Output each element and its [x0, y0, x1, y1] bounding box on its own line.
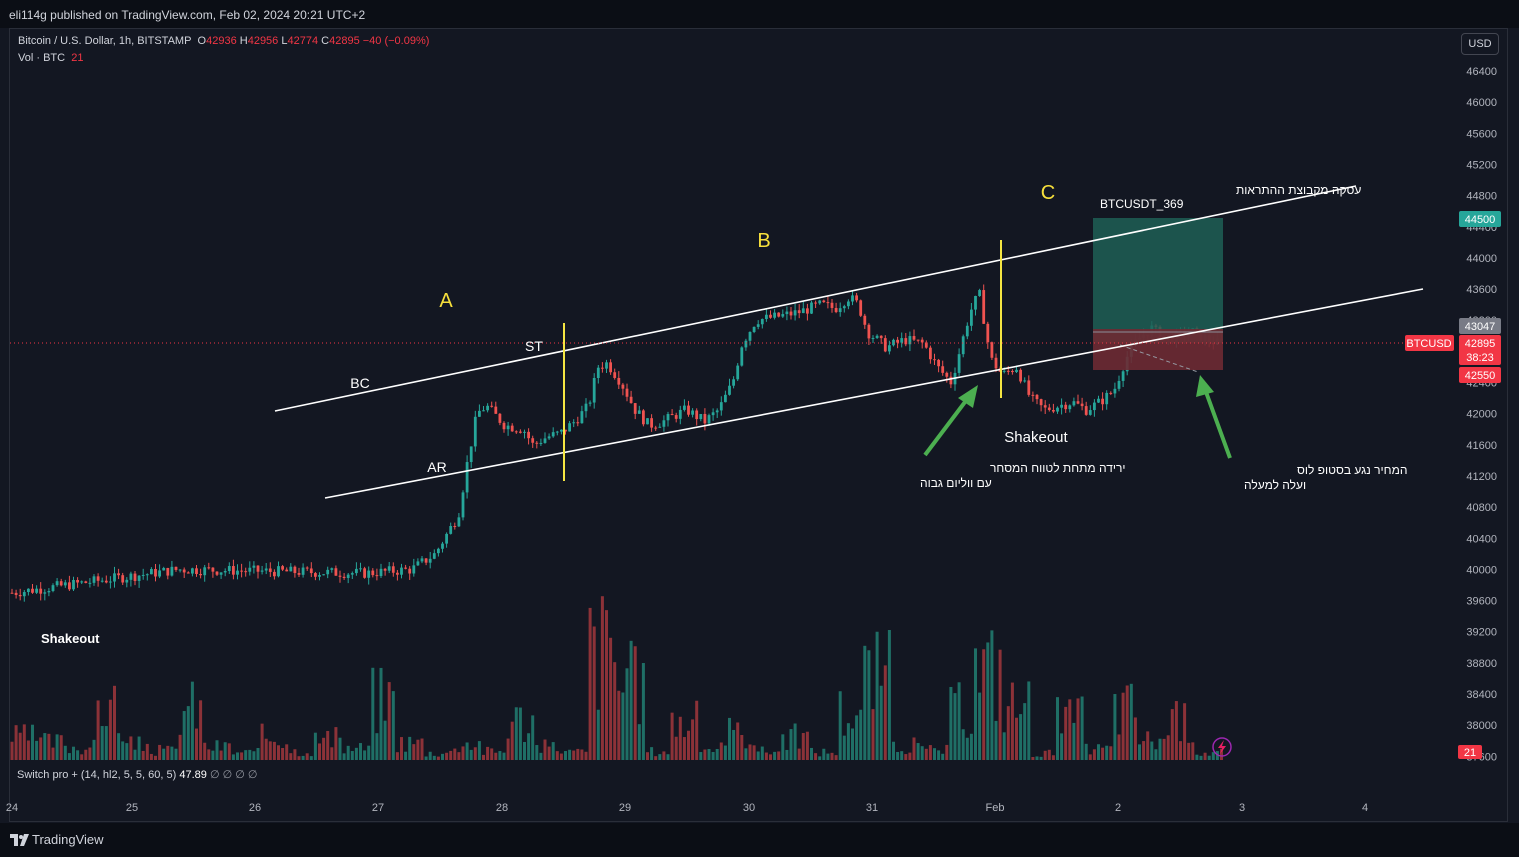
close-value: 42895 [329, 35, 360, 47]
publish-info: eli114g published on TradingView.com, Fe… [9, 8, 366, 22]
low-value: 42774 [287, 35, 319, 47]
low-label: L [281, 35, 288, 47]
open-label: O [197, 35, 207, 47]
chart-frame[interactable] [9, 28, 1508, 822]
volume-legend: Vol · BTC 21 [18, 52, 83, 64]
open-value: 42936 [206, 35, 237, 47]
volume-value: 21 [71, 52, 84, 64]
indicator-label: Switch pro + (14, hl2, 5, 5, 60, 5) [17, 769, 177, 781]
currency-button[interactable]: USD [1461, 33, 1499, 55]
publish-bar: eli114g published on TradingView.com, Fe… [0, 0, 1519, 28]
volume-label[interactable]: Vol · BTC [18, 52, 66, 64]
indicator-value: 47.89 [179, 769, 207, 781]
change-value: −40 (−0.09%) [362, 35, 430, 47]
footer-bar [0, 823, 1519, 857]
tradingview-brand: TradingView [32, 832, 104, 847]
tradingview-logo[interactable]: TradingView [10, 832, 104, 847]
symbol-legend: Bitcoin / U.S. Dollar, 1h, BITSTAMP O429… [18, 35, 429, 47]
symbol-title[interactable]: Bitcoin / U.S. Dollar, 1h, BITSTAMP [18, 35, 192, 47]
high-value: 42956 [247, 35, 279, 47]
close-label: C [321, 35, 330, 47]
indicator-null-values: ∅ ∅ ∅ ∅ [209, 769, 258, 781]
high-label: H [239, 35, 248, 47]
indicator-legend[interactable]: Switch pro + (14, hl2, 5, 5, 60, 5) 47.8… [17, 768, 257, 781]
tradingview-mark-icon [10, 833, 29, 846]
